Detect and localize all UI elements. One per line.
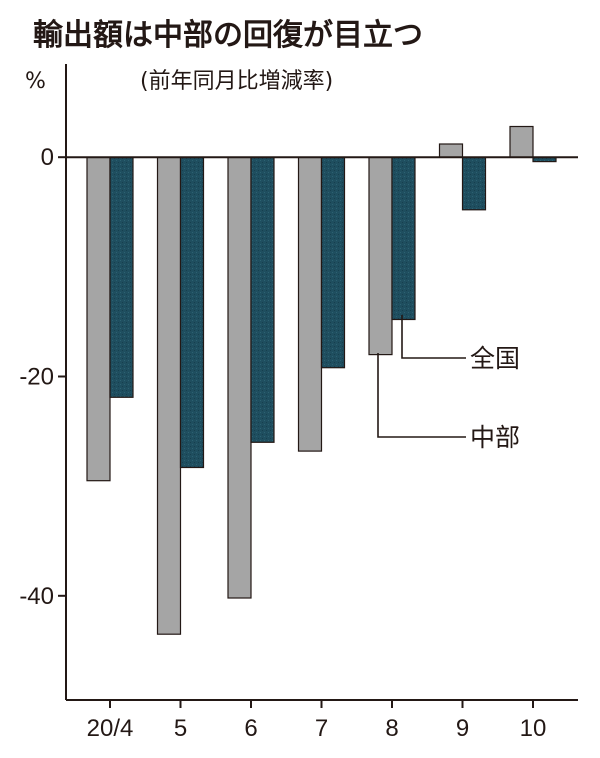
- bar-chubu-3: [297, 156, 323, 452]
- x-tick-label: 10: [520, 715, 547, 742]
- legend-label-chubu: 中部: [470, 423, 520, 452]
- x-tick-label: 6: [244, 715, 257, 742]
- x-tick-label: 7: [315, 715, 328, 742]
- chart-subtitle: (前年同月比増減率): [140, 69, 333, 94]
- bar-zenkoku-2: [250, 156, 275, 443]
- legend-leader-chubu: [377, 353, 466, 438]
- legend-leader-zenkoku: [401, 315, 466, 359]
- bars: [86, 125, 557, 635]
- bar-chubu-1: [156, 156, 182, 635]
- bar-zenkoku-0: [109, 156, 134, 398]
- bar-zenkoku-5: [461, 156, 487, 211]
- x-tick-label: 8: [385, 715, 398, 742]
- bar-chubu-4: [368, 156, 393, 356]
- y-ticks: 0 -20 -40: [19, 144, 66, 610]
- y-tick-label: -20: [19, 364, 54, 391]
- bar-zenkoku-3: [320, 156, 346, 369]
- x-tick-label: 20/4: [87, 715, 134, 742]
- bar-chubu-5: [438, 143, 464, 158]
- bar-chubu-0: [86, 156, 111, 482]
- bar-chubu-2: [227, 156, 252, 599]
- bar-zenkoku-4: [391, 156, 416, 321]
- x-ticks: 20/4 5 6 7 8 9 10: [87, 700, 547, 742]
- x-tick-label: 9: [456, 715, 469, 742]
- y-tick-label: 0: [41, 144, 54, 171]
- chart-title: 輸出額は中部の回復が目立つ: [33, 18, 423, 53]
- y-axis-unit: %: [25, 69, 46, 94]
- bar-chubu-6: [509, 125, 534, 158]
- bar-zenkoku-1: [179, 156, 205, 469]
- y-tick-label: -40: [19, 583, 54, 610]
- x-tick-label: 5: [174, 715, 187, 742]
- legend-label-zenkoku: 全国: [470, 344, 520, 373]
